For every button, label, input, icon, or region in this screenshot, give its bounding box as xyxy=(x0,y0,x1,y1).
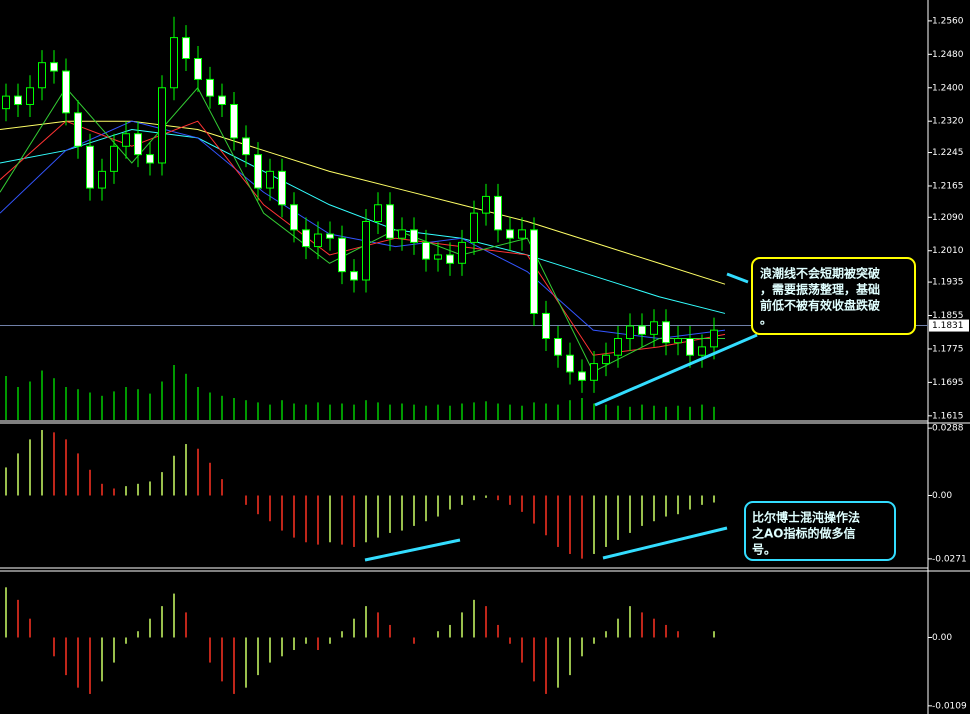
y-tick-label: 1.2400 xyxy=(932,83,964,93)
candle-body xyxy=(242,137,250,156)
candle-body xyxy=(278,170,286,206)
candle-body xyxy=(134,133,142,156)
candle-body xyxy=(494,195,502,231)
candle-body xyxy=(566,354,574,373)
annotation-text: 前低不被有效收盘跌破 xyxy=(760,298,880,313)
candle-body xyxy=(218,95,226,105)
candle-body xyxy=(626,325,634,340)
y-tick-label: -0.0271 xyxy=(932,554,967,564)
y-tick-label: 1.2245 xyxy=(932,148,964,158)
candle-body xyxy=(374,204,382,222)
candle-body xyxy=(26,87,34,105)
candle-body xyxy=(554,338,562,356)
y-tick-label: 1.2090 xyxy=(932,213,964,223)
candle-body xyxy=(458,241,466,264)
candle-body xyxy=(14,95,22,105)
candle-body xyxy=(662,321,670,344)
candle-body xyxy=(386,204,394,239)
y-tick-label: 1.2480 xyxy=(932,50,964,60)
candle-body xyxy=(2,95,10,110)
annotation-text: 。 xyxy=(760,313,772,327)
candle-body xyxy=(230,103,238,139)
candle-body xyxy=(434,254,442,260)
candle-body xyxy=(158,87,166,164)
candle-body xyxy=(266,170,274,189)
candle-body xyxy=(206,78,214,97)
candle-body xyxy=(446,254,454,264)
candle-body xyxy=(518,229,526,239)
moving-average xyxy=(0,129,726,314)
y-tick-label: 1.1935 xyxy=(932,278,964,288)
candle-body xyxy=(326,233,334,239)
annotation-box xyxy=(751,257,916,335)
y-tick-label: 0.00 xyxy=(932,633,952,643)
y-tick-label: 1.1615 xyxy=(932,411,964,421)
candle-body xyxy=(686,338,694,356)
candle-body xyxy=(530,229,538,314)
candle-body xyxy=(290,204,298,231)
candle-body xyxy=(602,354,610,365)
candle-body xyxy=(506,229,514,239)
candle-body xyxy=(410,229,418,243)
candle-body xyxy=(638,325,646,335)
candle-body xyxy=(650,321,658,335)
candle-body xyxy=(362,220,370,281)
y-tick-label: 1.2320 xyxy=(932,117,964,127)
annotation-text: 之AO指标的做多信 xyxy=(752,526,856,541)
y-tick-label: 1.1775 xyxy=(932,344,964,354)
price-label-box xyxy=(929,319,969,332)
candle-body xyxy=(302,229,310,248)
candle-body xyxy=(338,237,346,273)
annotation-box xyxy=(744,501,896,561)
candle-body xyxy=(146,154,154,164)
moving-average xyxy=(0,120,726,285)
trend-line xyxy=(594,333,758,407)
y-tick-label: 0.0288 xyxy=(932,424,964,434)
candle-body xyxy=(98,170,106,189)
trend-line xyxy=(364,538,461,562)
candle-body xyxy=(674,338,682,344)
candle-body xyxy=(350,271,358,281)
pointer-line xyxy=(726,272,749,284)
candle-body xyxy=(38,62,46,89)
candle-body xyxy=(50,62,58,72)
candle-body xyxy=(182,37,190,60)
candle-body xyxy=(254,154,262,189)
y-tick-label: -0.0109 xyxy=(932,701,967,711)
y-tick-label: 0.00 xyxy=(932,491,952,501)
plot: 1.2560 1.2480 1.2400 1.2320 1.2245 1.2165 1.20… xyxy=(0,16,969,711)
candle-body xyxy=(710,329,718,348)
candle-body xyxy=(614,338,622,356)
y-tick-label: 1.2010 xyxy=(932,246,964,256)
candle-body xyxy=(398,229,406,239)
y-tick-label: 1.2165 xyxy=(932,181,964,191)
annotation-text: ，需要振荡整理，基础 xyxy=(760,282,880,297)
candle-body xyxy=(578,371,586,381)
annotation-text: 号。 xyxy=(752,542,776,557)
candle-body xyxy=(542,312,550,340)
candle-body xyxy=(482,195,490,214)
candle-body xyxy=(122,133,130,147)
y-tick-label: 1.1695 xyxy=(932,378,964,388)
candle-body xyxy=(470,212,478,243)
trend-line xyxy=(602,526,728,560)
candle-body xyxy=(314,233,322,248)
candle-body xyxy=(170,37,178,89)
candle-body xyxy=(590,363,598,381)
y-tick-label: 1.1855 xyxy=(932,311,964,321)
candle-body xyxy=(194,58,202,80)
annotation-text: 浪潮线不会短期被突破 xyxy=(760,266,880,281)
annotation-text: 比尔博士混沌操作法 xyxy=(752,510,860,525)
price-label: 1.1831 xyxy=(932,321,964,331)
candle-body xyxy=(74,112,82,147)
candle-body xyxy=(86,145,94,189)
candle-body xyxy=(110,145,118,172)
candle-body xyxy=(422,241,430,260)
candle-body xyxy=(698,346,706,356)
candle-body xyxy=(62,70,70,114)
y-tick-label: 1.2560 xyxy=(932,16,964,26)
